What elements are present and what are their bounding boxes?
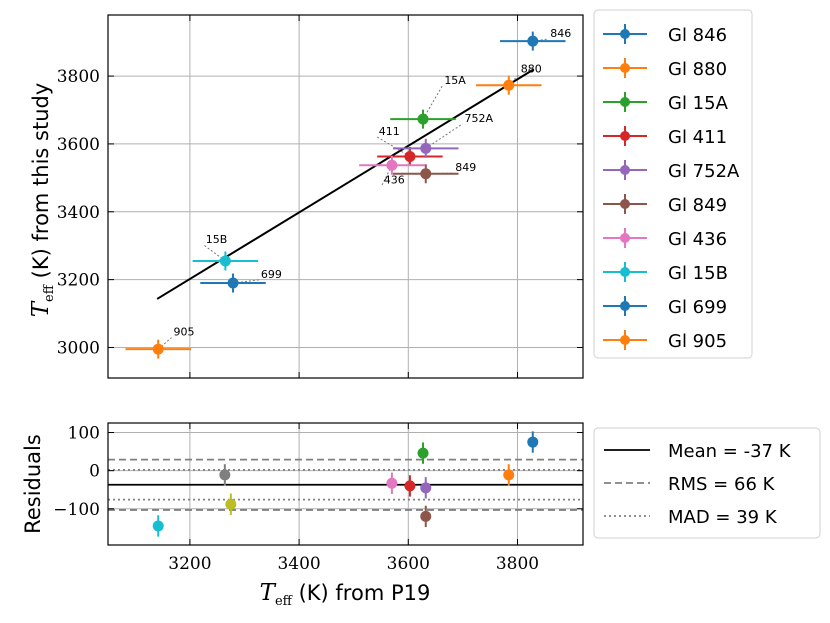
residual-point bbox=[420, 510, 432, 522]
data-point bbox=[404, 150, 416, 162]
data-point bbox=[227, 277, 239, 289]
data-point bbox=[417, 113, 429, 125]
point-annotation: 411 bbox=[379, 125, 400, 138]
data-point bbox=[527, 35, 539, 47]
annotation-leader bbox=[425, 123, 463, 149]
residual-point bbox=[503, 469, 515, 481]
residual-point bbox=[527, 436, 539, 448]
legend-marker bbox=[620, 63, 630, 73]
legend-label: Gl 15A bbox=[668, 93, 729, 114]
annotation-leader bbox=[508, 74, 520, 86]
point-annotation: 849 bbox=[455, 161, 476, 174]
residual-frame bbox=[107, 422, 584, 546]
main-plot-area bbox=[108, 15, 583, 378]
legend-marker bbox=[620, 97, 630, 107]
residual-y-tick-label: 100 bbox=[68, 424, 100, 444]
data-point bbox=[219, 255, 231, 267]
residual-legend-box bbox=[593, 427, 821, 539]
residual-legend-label: MAD = 39 K bbox=[668, 507, 778, 528]
residual-y-tick-label: −100 bbox=[53, 500, 100, 520]
main-frame bbox=[107, 14, 584, 379]
residual-point bbox=[152, 520, 164, 532]
legend-marker bbox=[620, 335, 630, 345]
y-tick-label: 3600 bbox=[57, 135, 100, 155]
x-tick-label: 3200 bbox=[168, 554, 211, 574]
legend-marker bbox=[620, 267, 630, 277]
data-point bbox=[152, 343, 164, 355]
annotation-leader bbox=[422, 85, 443, 120]
residual-point bbox=[417, 447, 429, 459]
legend-marker bbox=[620, 233, 630, 243]
legend-label: Gl 411 bbox=[668, 127, 727, 148]
legend-marker bbox=[620, 165, 630, 175]
y-tick-label: 3400 bbox=[57, 203, 100, 223]
x-tick-label: 3600 bbox=[387, 554, 430, 574]
point-annotation: 752A bbox=[465, 112, 494, 125]
legend-marker bbox=[620, 199, 630, 209]
annotation-leader bbox=[376, 136, 411, 157]
legend-label: Gl 880 bbox=[668, 59, 727, 80]
y-tick-label: 3000 bbox=[57, 338, 100, 358]
residual-y-tick-label: 0 bbox=[89, 462, 100, 482]
point-annotation: 15B bbox=[206, 233, 228, 246]
residual-legend-label: RMS = 66 K bbox=[668, 474, 776, 495]
legend-marker bbox=[620, 29, 630, 39]
x-tick-label: 3800 bbox=[496, 554, 539, 574]
legend-label: Gl 905 bbox=[668, 331, 727, 352]
residual-point bbox=[420, 482, 432, 494]
y-tick-label: 3200 bbox=[57, 271, 100, 291]
data-point bbox=[420, 168, 432, 180]
residual-point bbox=[225, 498, 237, 510]
legend-label: Gl 752A bbox=[668, 161, 740, 182]
point-annotation: 905 bbox=[174, 326, 195, 339]
legend-label: Gl 436 bbox=[668, 229, 727, 250]
point-annotation: 699 bbox=[261, 268, 282, 281]
legend-label: Gl 15B bbox=[668, 263, 728, 284]
y-tick-label: 3800 bbox=[57, 67, 100, 87]
legend-label: Gl 849 bbox=[668, 195, 727, 216]
point-annotation: 15A bbox=[444, 74, 466, 87]
legend-label: Gl 846 bbox=[668, 25, 727, 46]
main-y-axis-label: Teff (K) from this study bbox=[28, 83, 57, 318]
legend-marker bbox=[620, 131, 630, 141]
point-annotation: 846 bbox=[550, 27, 571, 40]
data-point bbox=[420, 142, 432, 154]
annotation-leader bbox=[532, 38, 549, 42]
x-axis-label: Teff (K) from P19 bbox=[260, 580, 431, 609]
x-tick-label: 3400 bbox=[277, 554, 320, 574]
legend-marker bbox=[620, 301, 630, 311]
legend-label: Gl 699 bbox=[668, 297, 727, 318]
residual-y-axis-label: Residuals bbox=[21, 434, 45, 534]
residual-legend-label: Mean = -37 K bbox=[668, 441, 792, 462]
residual-point bbox=[219, 469, 231, 481]
residual-point bbox=[404, 480, 416, 492]
annotation-leader bbox=[157, 337, 172, 350]
data-point bbox=[386, 159, 398, 171]
data-point bbox=[503, 79, 515, 91]
point-annotation: 880 bbox=[521, 63, 542, 76]
point-annotation: 436 bbox=[384, 174, 405, 187]
residual-point bbox=[386, 477, 398, 489]
